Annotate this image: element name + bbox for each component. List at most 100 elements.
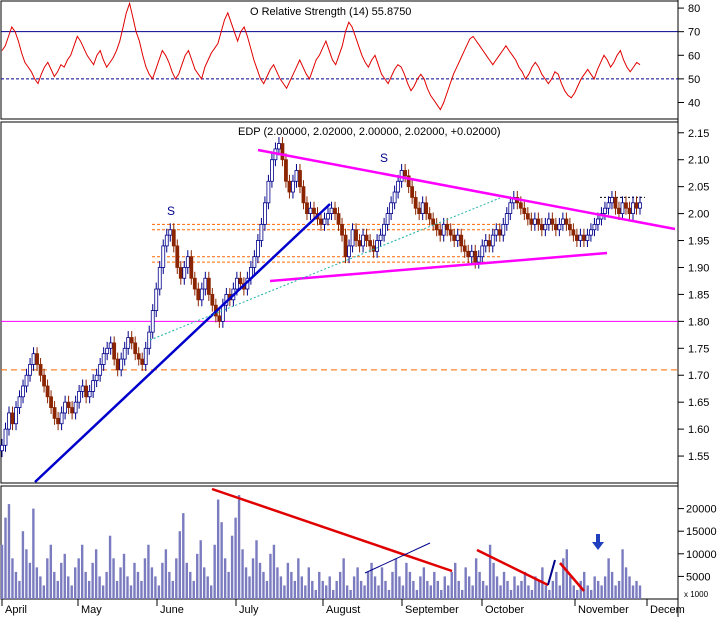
volume-bar	[523, 571, 527, 599]
volume-bar	[143, 558, 147, 599]
price-tick-label: 1.55	[688, 451, 709, 463]
volume-bar	[94, 549, 98, 599]
candle-body	[476, 256, 481, 263]
volume-bar	[28, 562, 32, 599]
volume-bar	[175, 558, 178, 599]
price-tick-label: 1.60	[688, 424, 709, 436]
candle-body	[182, 267, 187, 279]
candle-body	[578, 234, 583, 241]
volume-bar	[555, 571, 558, 599]
candle-body	[108, 342, 113, 349]
volume-bar	[311, 580, 314, 599]
candle-body	[582, 234, 586, 241]
volume-uptrend-line	[364, 542, 431, 574]
volume-bar	[32, 508, 35, 599]
candle-body	[340, 223, 344, 236]
volume-bar	[394, 558, 398, 599]
volume-bar	[63, 553, 66, 599]
candle-body	[504, 213, 509, 225]
volume-bar	[569, 576, 572, 599]
rsi-tick-label: 50	[688, 74, 700, 86]
volume-bar	[60, 562, 63, 599]
volume-bar	[4, 517, 7, 599]
volume-bar	[586, 585, 589, 599]
candle-body	[157, 267, 162, 290]
candle-body	[536, 218, 541, 225]
candle-body	[473, 250, 478, 263]
volume-bar	[440, 589, 443, 599]
volume-bar	[230, 535, 234, 599]
volume-bar	[213, 544, 216, 599]
candle-body	[438, 229, 443, 236]
candle-body	[596, 218, 600, 225]
price-tick-label: 1.85	[688, 289, 709, 301]
volume-bar	[192, 580, 195, 599]
candle-body	[164, 234, 169, 247]
volume-bar	[67, 576, 70, 599]
candle-body	[294, 170, 299, 182]
volume-bar	[269, 553, 272, 599]
candle-body	[266, 180, 271, 204]
candle-body	[3, 428, 8, 446]
volume-bar	[314, 589, 317, 599]
candle-body	[0, 444, 4, 452]
candle-body	[487, 240, 492, 247]
candle-body	[168, 229, 173, 236]
volume-bar	[300, 576, 304, 599]
candle-body	[585, 234, 590, 241]
candle-body	[357, 240, 362, 247]
volume-bar	[593, 576, 596, 599]
volume-bar	[237, 495, 241, 599]
candle-body	[56, 417, 60, 425]
candle-body	[270, 159, 274, 182]
volume-bar	[293, 580, 297, 599]
candle-body	[557, 223, 562, 231]
volume-bar	[628, 576, 631, 599]
volume-downtrend-line-3	[559, 562, 585, 592]
volume-downtrend-line-2	[476, 548, 549, 587]
candle-body	[17, 396, 22, 408]
volume-bar	[265, 580, 269, 599]
candle-body	[280, 143, 285, 161]
volume-bar	[154, 576, 157, 599]
candle-body	[624, 202, 628, 209]
candle-body	[287, 180, 292, 193]
candle-body	[424, 202, 429, 214]
candle-body	[518, 202, 523, 209]
volume-bar	[126, 576, 129, 599]
candle-body	[389, 202, 394, 214]
candle-body	[462, 245, 467, 252]
volume-bar	[0, 544, 4, 599]
candle-body	[98, 364, 103, 376]
candle-body	[603, 207, 607, 214]
volume-bar	[471, 585, 474, 599]
candle-body	[617, 207, 621, 214]
volume-bar	[481, 580, 485, 599]
candle-body	[490, 234, 495, 247]
uptrend-line	[34, 203, 331, 483]
candle-body	[196, 288, 201, 301]
candle-body	[396, 180, 401, 193]
price-tick-label: 2.10	[688, 155, 709, 167]
volume-bar	[370, 562, 373, 599]
volume-bar	[119, 567, 122, 599]
shoulder-label: S	[380, 151, 388, 165]
candle-body	[347, 245, 351, 258]
candle-body	[522, 207, 527, 214]
candle-body	[77, 391, 82, 403]
volume-tick-label: 15000	[686, 526, 717, 538]
volume-bar	[548, 589, 551, 599]
volume-bar	[422, 567, 426, 599]
volume-bar	[283, 585, 286, 599]
price-header: EDP (2.00000, 2.02000, 2.00000, 2.02000,…	[238, 126, 501, 138]
rsi-panel	[0, 0, 679, 120]
volume-bar	[318, 571, 321, 599]
price-panel	[0, 121, 679, 484]
volume-bar	[551, 580, 555, 599]
volume-bar	[520, 580, 523, 599]
axis-layer: 80 70 60 50 40 2.15 2.10 2.05 2.00 1.95 1.90 1.85 1.…	[1, 3, 717, 616]
volume-bar	[342, 558, 345, 599]
candle-body	[385, 213, 390, 225]
volume-bar	[530, 589, 534, 599]
candle-body	[371, 245, 376, 252]
